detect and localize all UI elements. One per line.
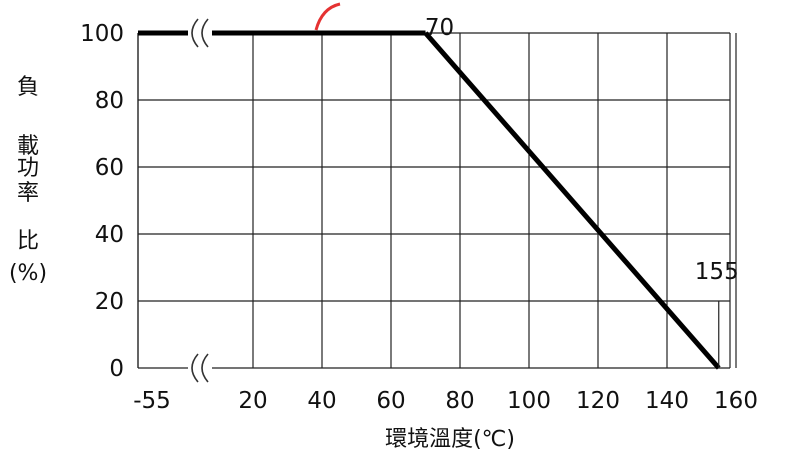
annotation-label: 155 <box>695 259 739 285</box>
x-tick-label: 80 <box>445 388 474 414</box>
x-tick-label: 100 <box>507 388 551 414</box>
y-label-char: (%) <box>9 261 47 286</box>
y-tick-label: 80 <box>95 88 124 114</box>
break-mark-icon <box>191 353 199 383</box>
break-mark-icon <box>191 18 199 48</box>
break-mark-icon <box>201 353 209 383</box>
y-label-char: 率 <box>17 181 39 206</box>
x-tick-label: 60 <box>376 388 405 414</box>
derating-curve <box>138 30 721 370</box>
x-tick-label: 140 <box>645 388 689 414</box>
y-tick-label: 40 <box>95 222 124 248</box>
y-label-char: 載 <box>17 134 39 159</box>
annotation-label: 70 <box>425 15 454 41</box>
axis-break-marks <box>188 18 212 383</box>
break-mark-icon <box>201 18 209 48</box>
x-tick-label: 20 <box>238 388 267 414</box>
y-tick-label: 20 <box>95 289 124 315</box>
curve-segment <box>423 31 721 370</box>
y-tick-labels: 0 20 40 60 80 100 <box>80 21 124 382</box>
x-axis-label: 環境溫度(℃) <box>385 427 515 452</box>
y-tick-label: 100 <box>80 21 124 47</box>
annotations: 70 155 <box>425 15 739 285</box>
watermark-stroke <box>314 2 341 31</box>
break-gap <box>188 358 212 378</box>
y-label-char: 負 <box>17 75 39 100</box>
grid-lines <box>137 32 737 369</box>
x-tick-label: 160 <box>714 388 758 414</box>
x-tick-labels: -55 20 40 60 80 100 120 140 160 <box>133 388 758 414</box>
y-tick-label: 0 <box>109 356 124 382</box>
break-gap <box>188 23 212 43</box>
x-tick-label: -55 <box>133 388 171 414</box>
y-label-char: 功 <box>17 156 39 181</box>
y-tick-label: 60 <box>95 155 124 181</box>
x-tick-label: 120 <box>576 388 620 414</box>
y-label-char: 比 <box>17 229 39 254</box>
x-tick-label: 40 <box>307 388 336 414</box>
